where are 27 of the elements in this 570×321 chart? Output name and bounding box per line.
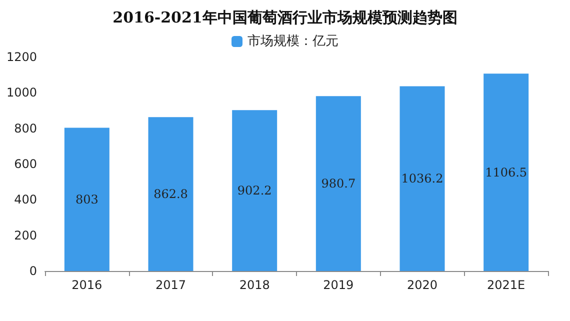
x-tick-label: 2018	[239, 278, 270, 292]
x-tick-label: 2020	[406, 278, 438, 292]
y-tick-label: 0	[29, 264, 37, 278]
bar	[316, 96, 361, 271]
legend-label: 市场规模：亿元	[248, 34, 338, 49]
bar	[64, 128, 110, 271]
x-tick-label: 2017	[155, 278, 186, 292]
data-label: 1036.2	[401, 172, 444, 186]
data-label: 1106.5	[485, 165, 528, 180]
bar	[148, 117, 194, 271]
y-tick-label: 400	[14, 192, 37, 207]
bar	[232, 110, 278, 271]
data-label: 902.2	[237, 184, 272, 198]
y-tick-label: 600	[14, 157, 37, 171]
chart-title: 2016-2021年中国葡萄酒行业市场规模预测趋势图	[112, 8, 458, 26]
y-tick-label: 1000	[6, 86, 37, 100]
data-label: 862.8	[154, 187, 188, 202]
y-tick-label: 800	[14, 121, 37, 136]
x-tick-label: 2016	[72, 278, 102, 292]
x-tick-label: 2019	[323, 278, 354, 292]
data-label: 803	[75, 192, 98, 206]
y-tick-label: 200	[14, 228, 37, 242]
data-label: 980.7	[321, 176, 356, 191]
y-tick-label: 1200	[6, 50, 37, 64]
bar	[484, 74, 529, 271]
bar	[400, 86, 445, 271]
x-tick-label: 2021E	[487, 278, 526, 292]
